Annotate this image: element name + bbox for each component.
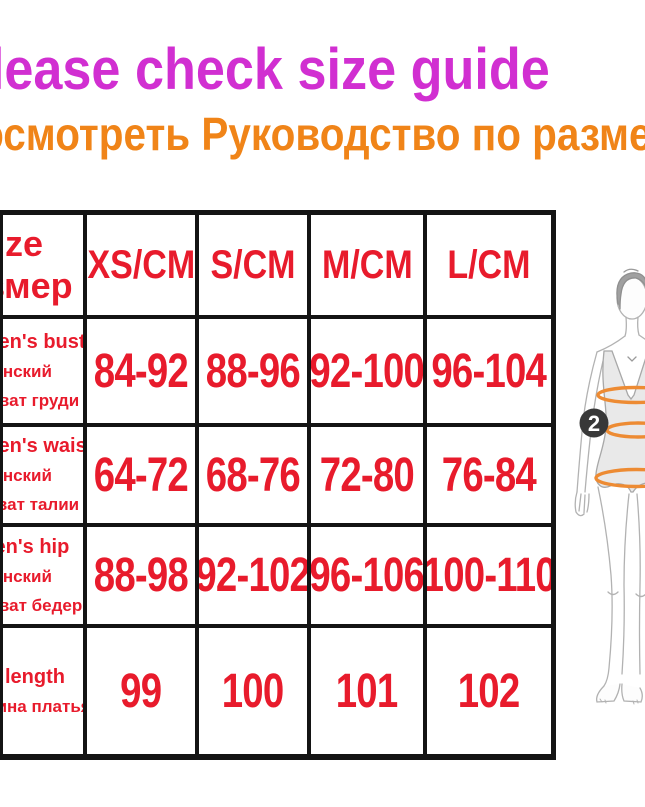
header-cell-s: S/CM xyxy=(199,215,307,315)
table-cell-hip-l: 100-110 xyxy=(427,527,551,624)
size-label-ru: Размер xyxy=(3,265,73,306)
page-title-english-text: Please check size guide xyxy=(0,37,550,102)
waist-label-en: women's waist xyxy=(3,435,83,457)
waist-l-value: 76-84 xyxy=(441,448,537,502)
header-s-text: S/CM xyxy=(210,242,296,287)
table-cell-waist-s: 68-76 xyxy=(199,427,307,523)
hip-label-ru1: Женский xyxy=(3,566,52,586)
table-cell-length-s: 100 xyxy=(199,628,307,754)
waist-label-ru2: обхват талии xyxy=(3,495,80,514)
header-cell-size: Size Размер xyxy=(3,215,83,315)
header-l-text: L/CM xyxy=(447,242,531,287)
waist-s-value: 68-76 xyxy=(205,448,301,502)
table-cell-bust-s: 88-96 xyxy=(199,319,307,423)
length-label-ru: длина платья xyxy=(3,696,83,716)
page-title-english: Please check size guide xyxy=(0,36,645,110)
length-l-value: 102 xyxy=(458,664,520,718)
table-cell-hip-xs: 88-98 xyxy=(87,527,195,624)
hip-m-value: 96-106 xyxy=(311,549,423,602)
header-cell-m: M/CM xyxy=(311,215,423,315)
header-m-text: M/CM xyxy=(321,242,413,287)
bust-m-value: 92-100 xyxy=(311,344,423,398)
hip-xs-value: 88-98 xyxy=(93,549,189,602)
length-m-value: 101 xyxy=(336,664,398,718)
bust-label-en: women's bust xyxy=(3,331,83,353)
bust-label-ru2: обхват груди xyxy=(3,391,80,410)
table-cell-length-xs: 99 xyxy=(87,628,195,754)
table-cell-length-m: 101 xyxy=(311,628,423,754)
row-label-waist: women's waist Женский обхват талии xyxy=(3,427,83,523)
size-chart-table: Size Размер XS/CM S/CM M/CM L/CM women's… xyxy=(0,210,556,760)
row-label-bust: women's bust Женский обхват груди xyxy=(3,319,83,423)
header-cell-xs: XS/CM xyxy=(87,215,195,315)
length-label-en: length xyxy=(5,665,65,688)
waist-badge: 2 xyxy=(579,408,609,438)
row-label-hip: women's hip Женский обхват бедер xyxy=(3,527,83,624)
bust-l-value: 96-104 xyxy=(431,344,548,398)
bust-xs-value: 84-92 xyxy=(93,344,189,398)
bust-label-ru1: Женский xyxy=(3,362,52,381)
waist-label-ru1: Женский xyxy=(3,466,52,485)
hip-l-value: 100-110 xyxy=(427,549,551,602)
table-cell-waist-l: 76-84 xyxy=(427,427,551,523)
waist-xs-value: 64-72 xyxy=(93,448,189,502)
waist-m-value: 72-80 xyxy=(319,448,415,502)
page-title-russian-text: Посмотреть Руководство по размерам xyxy=(0,108,645,160)
hip-measure-line xyxy=(594,467,645,489)
table-cell-bust-xs: 84-92 xyxy=(87,319,195,423)
waist-badge-number: 2 xyxy=(588,411,600,436)
bust-measure-line xyxy=(596,385,645,405)
row-label-length: length длина платья xyxy=(3,628,83,754)
length-s-value: 100 xyxy=(222,664,284,718)
table-cell-waist-xs: 64-72 xyxy=(87,427,195,523)
measurement-figure-illustration: 2 xyxy=(574,268,645,705)
table-cell-length-l: 102 xyxy=(427,628,551,754)
hip-label-en: women's hip xyxy=(3,535,70,558)
length-xs-value: 99 xyxy=(120,664,162,718)
table-cell-hip-m: 96-106 xyxy=(311,527,423,624)
table-cell-waist-m: 72-80 xyxy=(311,427,423,523)
table-cell-hip-s: 92-102 xyxy=(199,527,307,624)
measure-lines xyxy=(594,385,645,489)
header-xs-text: XS/CM xyxy=(87,242,195,287)
bust-s-value: 88-96 xyxy=(205,344,301,398)
waist-measure-line xyxy=(605,421,645,439)
header-cell-l: L/CM xyxy=(427,215,551,315)
hip-s-value: 92-102 xyxy=(199,549,307,602)
page-title-russian: Посмотреть Руководство по размерам xyxy=(0,107,645,169)
hip-label-ru2: обхват бедер xyxy=(3,595,83,615)
table-cell-bust-m: 92-100 xyxy=(311,319,423,423)
table-cell-bust-l: 96-104 xyxy=(427,319,551,423)
size-label-en: Size xyxy=(3,223,44,264)
